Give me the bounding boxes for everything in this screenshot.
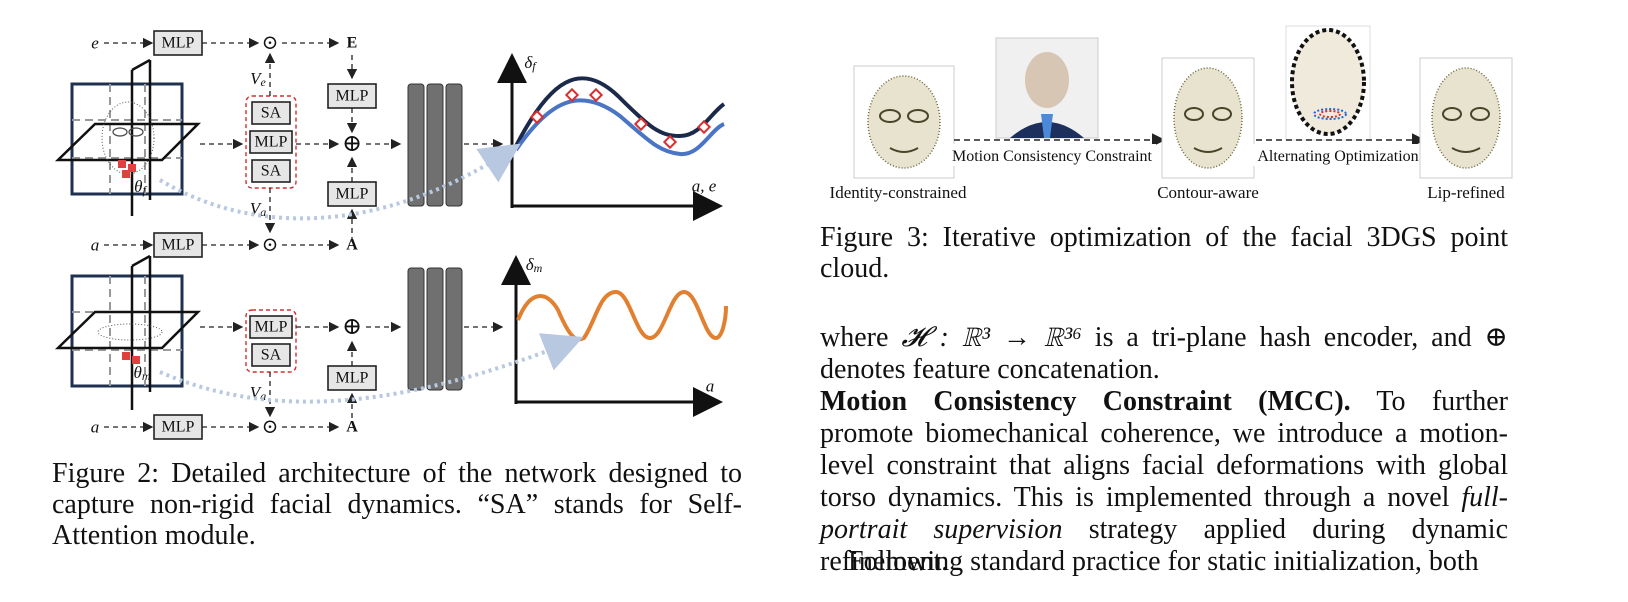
plot-delta-m: δm a bbox=[501, 255, 728, 417]
para1-pre: where bbox=[820, 322, 902, 353]
figure2-caption: Figure 2: Detailed architecture of the n… bbox=[52, 458, 742, 551]
mlp-top-e: MLP bbox=[153, 30, 203, 56]
mlp-right-top: MLP bbox=[327, 83, 377, 109]
input-a-label-2: a bbox=[91, 418, 100, 437]
decoder-bars-bottom bbox=[407, 267, 463, 391]
hash-encoder-paragraph: where 𝓗 : ℝ³ → ℝ³⁶ is a tri-plane hash e… bbox=[820, 322, 1508, 386]
ylabel-delta-m: δm bbox=[526, 255, 543, 276]
figure3-diagram: Identity-constrained Motion Consistency … bbox=[830, 25, 1513, 202]
va-label-bottom: Va bbox=[250, 383, 266, 404]
mlp-mid-a: MLP bbox=[153, 232, 203, 258]
svg-text:MLP: MLP bbox=[336, 186, 369, 203]
odot-top: ⊙ bbox=[262, 32, 279, 54]
mcc-body-2: strategy applied during dynamic refineme… bbox=[820, 514, 1509, 577]
contour-dotted-head bbox=[1285, 25, 1371, 141]
odot-bottom: ⊙ bbox=[262, 416, 279, 438]
hash-encoder-math: 𝓗 : ℝ³ → ℝ³⁶ bbox=[901, 322, 1082, 353]
decoder-bars-top bbox=[407, 83, 463, 207]
static-init-paragraph: Following standard practice for static i… bbox=[848, 546, 1479, 577]
para1-post: is a tri-plane hash encoder, and ⊕ denot… bbox=[820, 322, 1508, 385]
mcc-paragraph: Motion Consistency Constraint (MCC). To … bbox=[820, 386, 1508, 578]
triplane-top: θf bbox=[54, 58, 202, 216]
svg-text:MLP: MLP bbox=[255, 319, 288, 336]
svg-text:MLP: MLP bbox=[336, 88, 369, 105]
curve-orange bbox=[516, 289, 728, 342]
triplane-bottom: θm bbox=[54, 254, 202, 410]
ylabel-delta-f: δf bbox=[524, 53, 537, 74]
sa-top-1: SA bbox=[251, 101, 291, 125]
output-A-bottom: A bbox=[346, 419, 358, 436]
stage-identity-image bbox=[853, 65, 955, 179]
stage-label-lip: Lip-refined bbox=[1427, 183, 1505, 202]
figure3-caption: Figure 3: Iterative optimization of the … bbox=[820, 222, 1508, 284]
mcc-body-1: To further promote biomechanical coheren… bbox=[820, 386, 1509, 513]
svg-text:MLP: MLP bbox=[162, 35, 195, 52]
curve-light bbox=[514, 98, 725, 157]
mlp-bottom-center: MLP bbox=[249, 315, 293, 339]
sa-bottom: SA bbox=[251, 343, 291, 367]
mlp-right-bottom: MLP bbox=[327, 181, 377, 207]
svg-text:SA: SA bbox=[261, 347, 282, 364]
flow-arrow-top bbox=[158, 143, 521, 221]
plot-delta-f: δf a, e bbox=[497, 53, 726, 221]
attention-group-bottom bbox=[245, 309, 297, 373]
mlp-center: MLP bbox=[249, 130, 293, 154]
svg-text:MLP: MLP bbox=[255, 134, 288, 151]
input-e-label: e bbox=[91, 34, 99, 53]
odot-mid: ⊙ bbox=[262, 234, 279, 256]
mlp-bottom-a: MLP bbox=[153, 414, 203, 440]
reference-portrait-image bbox=[995, 37, 1099, 139]
stage-contour-image bbox=[1161, 57, 1255, 179]
theta-m-label: θm bbox=[133, 363, 150, 384]
transition-alternating: Alternating Optimization bbox=[1257, 148, 1418, 165]
figure2-diagram: e MLP ⊙ E MLP ⊕ MLP SA MLP SA Ve Va bbox=[54, 30, 728, 440]
attention-group-top bbox=[245, 95, 297, 189]
svg-text:SA: SA bbox=[261, 163, 282, 180]
stage-label-identity: Identity-constrained bbox=[830, 183, 967, 202]
sa-top-2: SA bbox=[251, 159, 291, 183]
oplus-bottom: ⊕ bbox=[342, 314, 362, 340]
input-a-label-1: a bbox=[91, 236, 100, 255]
svg-text:MLP: MLP bbox=[162, 419, 195, 436]
stage-label-contour: Contour-aware bbox=[1157, 183, 1259, 202]
svg-text:MLP: MLP bbox=[336, 370, 369, 387]
output-E: E bbox=[347, 35, 358, 52]
stage-lip-image bbox=[1419, 57, 1513, 179]
transition-mcc: Motion Consistency Constraint bbox=[952, 148, 1153, 165]
mlp-bottom-right: MLP bbox=[327, 365, 377, 391]
output-A-top: A bbox=[346, 237, 358, 254]
xlabel-a: a bbox=[706, 377, 715, 396]
oplus-top: ⊕ bbox=[342, 131, 362, 157]
ve-label: Ve bbox=[250, 69, 266, 90]
theta-f-label: θf bbox=[134, 177, 147, 198]
mcc-emphasis: full-portrait supervision bbox=[820, 482, 1508, 545]
mcc-heading: Motion Consistency Constraint (MCC). bbox=[820, 386, 1351, 417]
svg-text:MLP: MLP bbox=[162, 237, 195, 254]
svg-text:SA: SA bbox=[261, 105, 282, 122]
xlabel-ae: a, e bbox=[692, 177, 717, 196]
